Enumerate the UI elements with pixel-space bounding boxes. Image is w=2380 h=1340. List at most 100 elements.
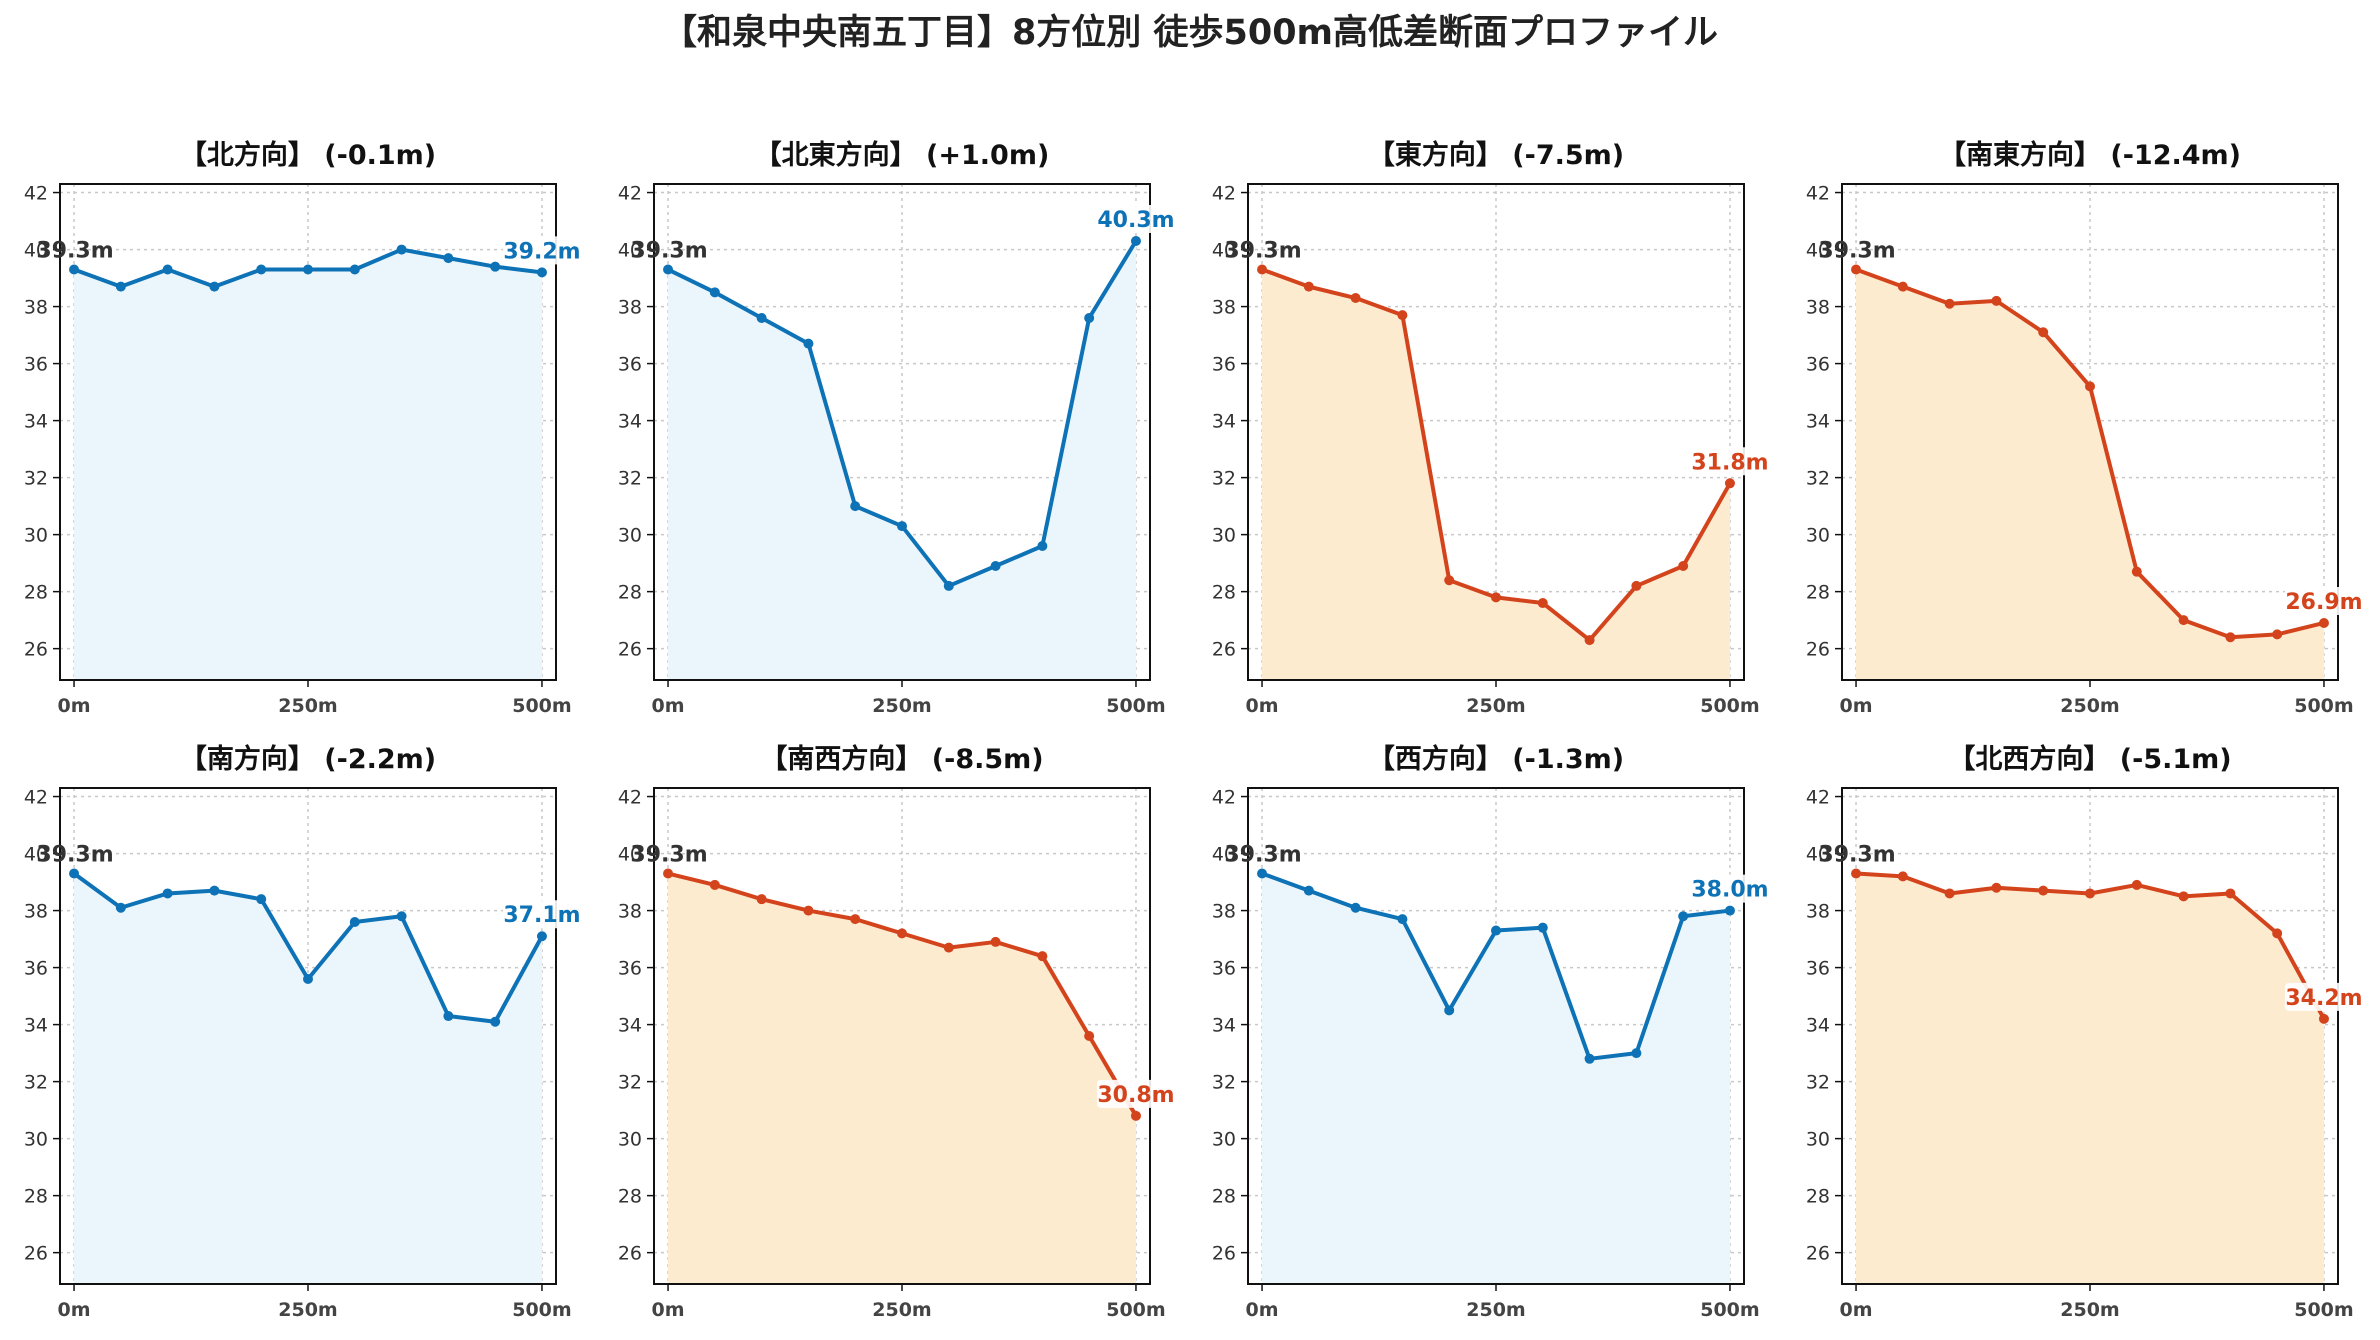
x-tick-label: 500m [512, 695, 571, 717]
y-tick-label: 40 [1212, 240, 1236, 262]
start-elevation-label: 39.3m [630, 239, 707, 264]
data-point [1851, 868, 1862, 879]
data-point [1991, 295, 2002, 306]
data-point [256, 264, 267, 275]
panel-title: 【南西方向】 (-8.5m) [760, 743, 1043, 775]
y-tick-label: 34 [618, 411, 642, 433]
start-elevation-label: 39.3m [630, 843, 707, 868]
data-point [1991, 882, 2002, 893]
data-point [396, 911, 407, 922]
data-point [2038, 885, 2049, 896]
end-elevation-label: 30.8m [1097, 1083, 1174, 1108]
data-point [756, 312, 767, 323]
data-point [1257, 264, 1268, 275]
data-point [1491, 925, 1501, 936]
y-tick-label: 40 [1806, 240, 1830, 262]
data-point [897, 521, 907, 532]
data-point [1037, 541, 1048, 552]
elevation-area [1856, 873, 2324, 1284]
data-point [490, 1016, 501, 1027]
y-tick-label: 36 [1212, 354, 1236, 376]
data-point [2272, 629, 2283, 640]
data-point [1303, 281, 1314, 292]
x-tick-label: 0m [652, 695, 685, 717]
data-point [2272, 928, 2283, 939]
y-tick-label: 28 [24, 1186, 48, 1208]
plot-frame [653, 183, 1151, 681]
data-point [1084, 1031, 1095, 1041]
start-elevation-label: 39.3m [1818, 843, 1895, 868]
data-point [536, 931, 547, 942]
y-tick-label: 34 [1806, 1015, 1830, 1037]
data-point [2085, 381, 2095, 392]
y-tick-label: 28 [1806, 1186, 1830, 1208]
profile-panel-3: 【東方向】 (-7.5m) 26 28 30 32 34 36 38 40 42 0m 250m 500… [1212, 139, 1769, 717]
panel-title: 【東方向】 (-7.5m) [1368, 139, 1624, 171]
y-tick-label: 32 [1806, 1072, 1830, 1094]
y-tick-label: 28 [618, 582, 642, 604]
data-point [1397, 914, 1408, 925]
y-tick-label: 30 [618, 1129, 642, 1151]
x-tick-label: 0m [1840, 1299, 1873, 1321]
data-point [1537, 922, 1548, 933]
panel-title: 【西方向】 (-1.3m) [1368, 743, 1624, 775]
panel-title: 【南方向】 (-2.2m) [180, 743, 436, 775]
data-point [1397, 310, 1408, 321]
data-point [756, 894, 767, 905]
x-tick-label: 500m [1106, 1299, 1165, 1321]
y-tick-label: 38 [24, 297, 48, 319]
data-point [1724, 905, 1735, 916]
profile-panel-1: 【北方向】 (-0.1m) 26 28 30 32 34 36 38 40 42 0m 250m 500… [24, 139, 581, 717]
data-point [209, 885, 220, 896]
y-tick-label: 30 [24, 525, 48, 547]
y-tick-label: 32 [618, 1072, 642, 1094]
end-label-background [502, 900, 581, 929]
data-point [1444, 1005, 1455, 1016]
end-label-background [1096, 1079, 1175, 1108]
data-point [1897, 281, 1908, 292]
y-tick-label: 28 [1806, 582, 1830, 604]
y-tick-label: 30 [1212, 525, 1236, 547]
data-point [162, 264, 173, 275]
data-point [1631, 580, 1642, 591]
data-point [490, 261, 501, 272]
data-point [162, 888, 173, 899]
y-tick-label: 38 [24, 901, 48, 923]
x-tick-label: 250m [2060, 1299, 2119, 1321]
data-point [1724, 478, 1735, 489]
plot-frame [1841, 183, 2339, 681]
y-tick-label: 30 [618, 525, 642, 547]
end-elevation-label: 26.9m [2285, 590, 2362, 615]
y-tick-label: 42 [1212, 183, 1236, 205]
data-point [256, 894, 267, 905]
data-point [850, 501, 861, 512]
end-label-background [502, 236, 581, 265]
data-point [2131, 566, 2142, 577]
y-tick-label: 38 [618, 297, 642, 319]
plot-frame [59, 183, 557, 681]
data-point [115, 902, 126, 913]
data-point [943, 942, 954, 953]
y-tick-label: 40 [618, 240, 642, 262]
y-tick-label: 30 [1806, 1129, 1830, 1151]
y-tick-label: 42 [618, 787, 642, 809]
data-point [663, 264, 674, 275]
y-tick-label: 26 [618, 639, 642, 661]
y-tick-label: 40 [1806, 844, 1830, 866]
elevation-area [668, 241, 1136, 681]
data-point [803, 338, 814, 349]
y-tick-label: 40 [24, 240, 48, 262]
data-point [1491, 592, 1501, 603]
plot-frame [1247, 787, 1745, 1285]
data-point [2178, 891, 2189, 902]
y-tick-label: 42 [1806, 787, 1830, 809]
data-point [1584, 1053, 1595, 1064]
y-tick-label: 42 [1806, 183, 1830, 205]
end-elevation-label: 40.3m [1097, 208, 1174, 233]
data-point [1851, 264, 1862, 275]
y-tick-label: 34 [1212, 411, 1236, 433]
data-point [2085, 888, 2095, 899]
data-point [443, 253, 454, 264]
end-label-background [2284, 586, 2363, 615]
data-point [803, 905, 814, 916]
